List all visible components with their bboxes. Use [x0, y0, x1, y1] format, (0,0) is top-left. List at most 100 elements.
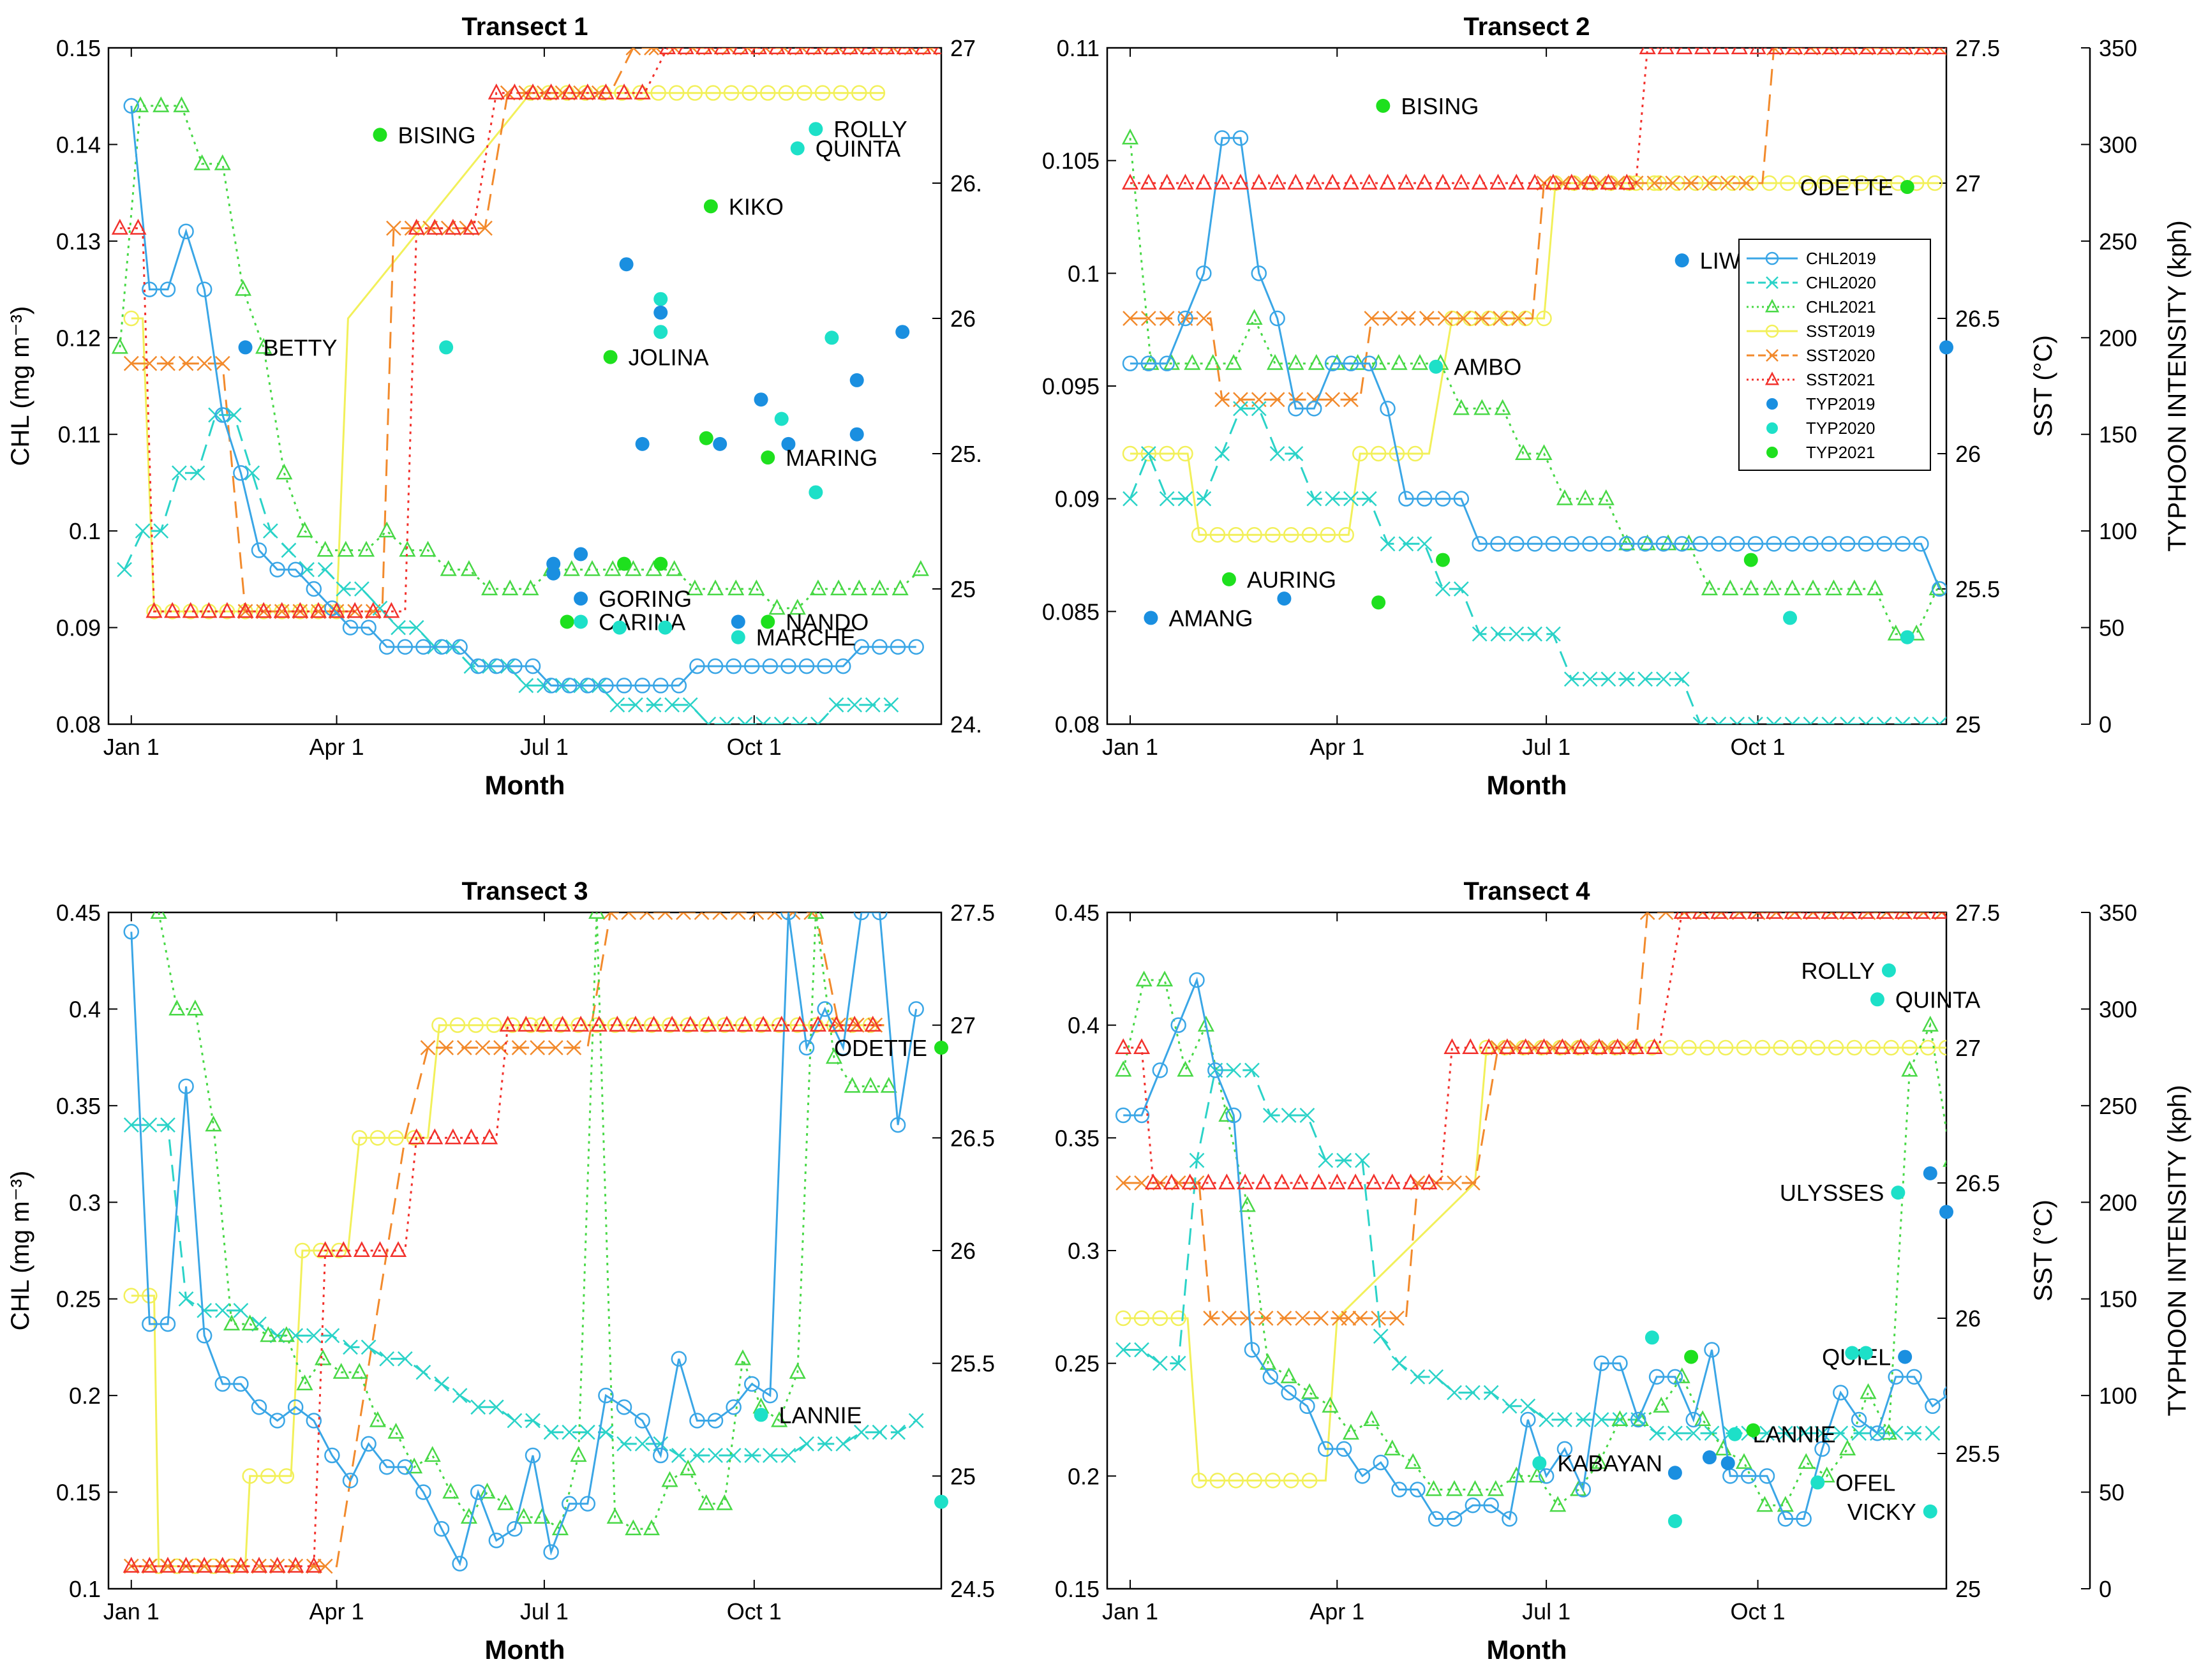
data-point [1445, 1480, 1463, 1496]
data-point [796, 85, 812, 101]
y-tick-label: 0.25 [1055, 1351, 1100, 1377]
data-point [561, 83, 578, 100]
data-point [1835, 175, 1851, 191]
data-point [1226, 1062, 1242, 1078]
data-point [1184, 353, 1201, 370]
data-point [1343, 491, 1359, 507]
data-point [706, 579, 724, 596]
data-point [1630, 1411, 1646, 1428]
data-point [178, 355, 194, 371]
series-chl2019 [123, 98, 924, 694]
typhoon-label: ODETTE [1800, 174, 1893, 200]
y3-axis-label: TYPHOON INTENSITY (kph) [2163, 1085, 2191, 1416]
data-point [666, 560, 683, 576]
data-point [511, 1040, 527, 1055]
data-point [1398, 491, 1414, 507]
data-point [142, 1288, 158, 1304]
data-point [488, 83, 505, 100]
series-line [119, 48, 941, 613]
typhoon-point [1684, 1349, 1699, 1364]
data-point [1674, 536, 1690, 552]
data-point [1177, 174, 1194, 190]
y-tick-label: 0.095 [1042, 373, 1100, 399]
data-point [1502, 1511, 1518, 1527]
data-point [1347, 1173, 1364, 1190]
data-point [1582, 1040, 1598, 1055]
data-point [1860, 48, 1877, 55]
data-point [1380, 536, 1396, 552]
data-point [1214, 392, 1230, 408]
data-point [1299, 1398, 1315, 1415]
plot-area [111, 48, 941, 724]
data-point [726, 658, 742, 674]
data-point [742, 85, 757, 101]
legend: CHL2019 CHL2020 CHL2021 SST2019 SST2020 SST20… [1738, 239, 1931, 471]
data-point [676, 912, 691, 920]
data-point [1508, 174, 1525, 190]
data-point [768, 48, 786, 55]
data-point [1142, 353, 1160, 370]
panel-transect-3: Transect 3 Jan 1 Apr 1 Jul 1 Oct 1 Month 0.1 0.… [6, 877, 995, 1665]
data-point [1593, 1412, 1609, 1427]
data-point [299, 561, 315, 577]
data-point [682, 1015, 699, 1032]
data-point [1435, 491, 1451, 507]
data-point [1931, 581, 1946, 597]
data-point [664, 1015, 681, 1032]
y-tick-label: 0.15 [1055, 1576, 1100, 1602]
y2-tick-label: 25.5 [1955, 576, 2000, 602]
data-point [1729, 717, 1745, 724]
data-point [1784, 579, 1801, 596]
data-point [1768, 48, 1785, 55]
data-point [828, 697, 844, 713]
data-point [1639, 48, 1656, 55]
data-point [438, 1040, 454, 1055]
data-point [1152, 1355, 1168, 1371]
data-point [479, 1482, 496, 1499]
data-point [1135, 970, 1152, 987]
data-point [251, 1558, 267, 1574]
data-point [420, 1040, 436, 1055]
panel-title: Transect 4 [1464, 877, 1591, 905]
x-axis-label: Month [1487, 770, 1567, 800]
data-point [1266, 353, 1284, 370]
data-point [1544, 174, 1562, 190]
data-point [481, 579, 498, 596]
data-point [1483, 1385, 1499, 1401]
data-point [872, 912, 888, 921]
data-point [1308, 353, 1325, 370]
typhoon-point [713, 436, 727, 451]
data-point [891, 579, 909, 596]
data-point [530, 1040, 546, 1055]
data-point [1851, 1411, 1867, 1428]
data-point [1246, 526, 1262, 543]
data-point [218, 602, 235, 618]
data-point [1655, 536, 1672, 552]
legend-label: TYP2019 [1806, 394, 1875, 413]
typhoon-point [1845, 1346, 1860, 1360]
data-point [1382, 311, 1398, 326]
data-point [1246, 1473, 1262, 1489]
data-point [1472, 536, 1488, 552]
y2-tick-label: 27 [950, 35, 976, 61]
y2-tick-label: 26 [950, 306, 976, 332]
data-point [1694, 48, 1712, 55]
data-point [1839, 536, 1856, 552]
data-point [657, 912, 673, 920]
data-point [1618, 536, 1635, 552]
typhoon-point [1881, 963, 1896, 978]
data-point [369, 1130, 386, 1146]
legend-label: SST2019 [1806, 322, 1875, 341]
data-point [342, 1473, 359, 1489]
data-point [1443, 1038, 1461, 1055]
y-tick-label: 0.1 [69, 1576, 101, 1602]
data-point [1573, 175, 1589, 191]
data-point [1170, 1017, 1186, 1033]
data-point [1306, 174, 1323, 190]
data-point [1902, 1039, 1918, 1056]
data-point [664, 697, 680, 713]
data-point [460, 560, 477, 576]
typhoon-label: KIKO [729, 193, 784, 219]
data-point [1250, 174, 1267, 190]
data-point [1292, 1173, 1309, 1190]
